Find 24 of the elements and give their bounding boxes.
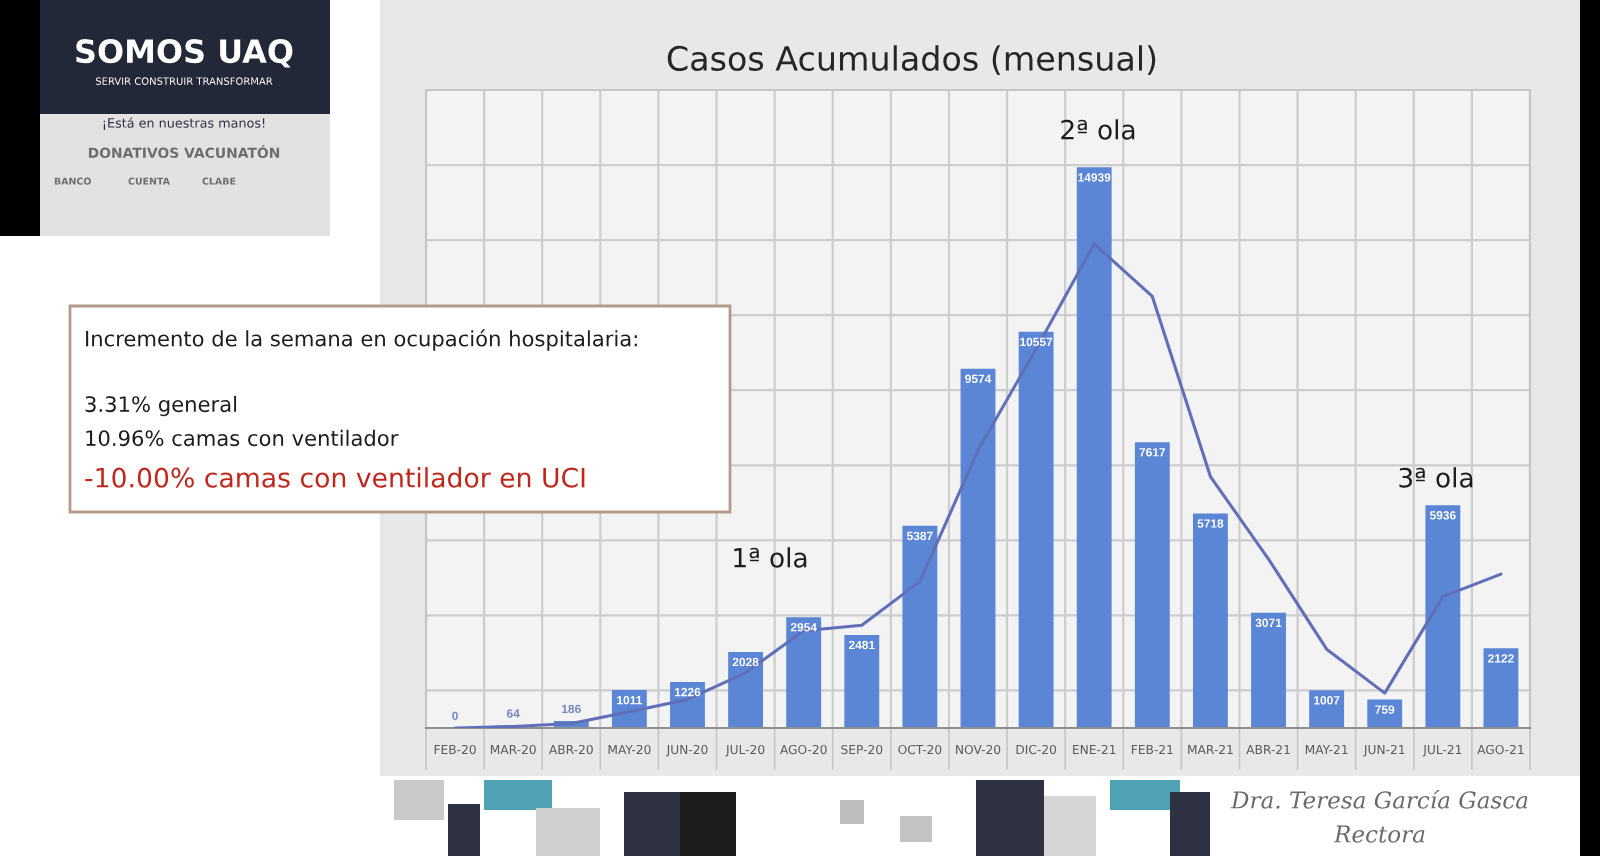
annotation: Incremento de la semana en ocupación hospitalaria: xyxy=(86,329,637,351)
bar xyxy=(844,634,880,728)
bar xyxy=(1134,442,1170,728)
text: 10.96% camas con ventilador xyxy=(86,429,399,447)
bar xyxy=(786,617,822,728)
bar xyxy=(1309,690,1345,728)
text: 3.31% general xyxy=(85,395,237,417)
annotation: 1ª ola xyxy=(734,547,807,568)
annotation: 3ª ola xyxy=(1399,467,1473,488)
bar xyxy=(1192,513,1228,728)
bar xyxy=(902,525,938,728)
text: SOMOS UAQ xyxy=(76,39,293,68)
bar xyxy=(1076,167,1112,728)
text: Dra. Teresa García Gasca xyxy=(1230,789,1528,809)
bar xyxy=(1425,505,1461,728)
chart-title: Casos Acumulados (mensual) xyxy=(667,45,1156,75)
bar xyxy=(960,368,996,728)
bar xyxy=(728,651,764,728)
annotation: 2ª ola xyxy=(1061,119,1135,140)
bar xyxy=(1018,331,1054,728)
bar xyxy=(1483,648,1519,728)
annotation: -10.00% camas con ventilador en UCI xyxy=(85,467,585,488)
text: Rectora xyxy=(1333,825,1425,843)
bar xyxy=(1251,612,1286,728)
